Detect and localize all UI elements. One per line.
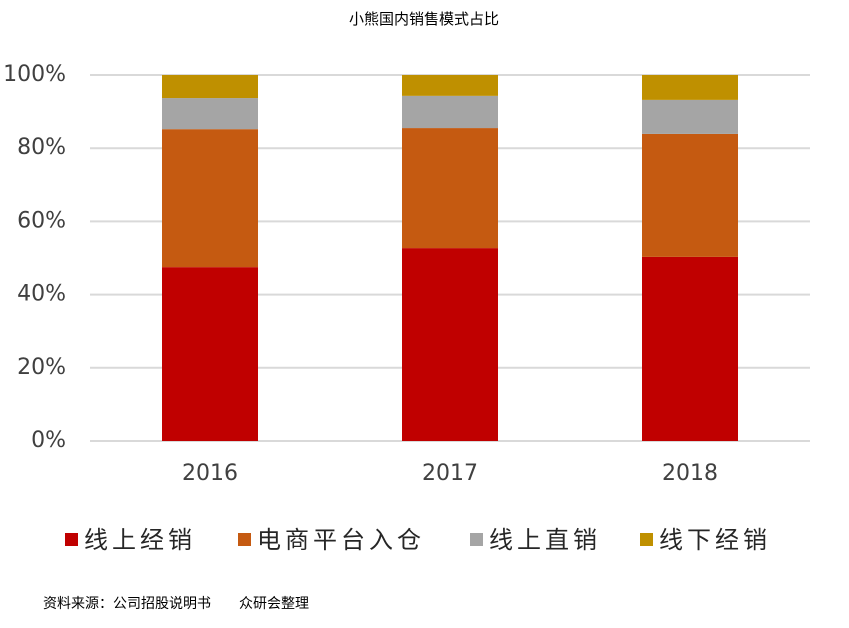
legend-swatch xyxy=(470,533,483,546)
y-tick-label: 80% xyxy=(17,135,66,160)
x-tick-label: 2017 xyxy=(422,461,478,486)
legend-label: 线下经销 xyxy=(659,526,771,554)
bar-segment xyxy=(402,95,498,129)
legend-label: 线上经销 xyxy=(84,526,196,554)
bar-segment xyxy=(642,133,738,257)
bar-segment xyxy=(402,128,498,249)
legend-label: 线上直销 xyxy=(489,526,601,554)
legend-swatch xyxy=(65,533,78,546)
bar-segment xyxy=(642,99,738,134)
legend-swatch xyxy=(640,533,653,546)
bar-segment xyxy=(162,129,258,268)
bar-segment xyxy=(642,75,738,100)
x-tick-label: 2018 xyxy=(662,461,718,486)
y-tick-label: 40% xyxy=(17,282,66,307)
legend-label: 电商平台入仓 xyxy=(257,526,425,554)
y-tick-label: 0% xyxy=(31,428,66,453)
bar-segment xyxy=(162,267,258,441)
bar-segment xyxy=(402,75,498,96)
legend-swatch xyxy=(238,533,251,546)
chart-title: 小熊国内销售模式占比 xyxy=(349,10,499,28)
y-tick-label: 20% xyxy=(17,355,66,380)
bar-segment xyxy=(162,75,258,99)
y-tick-label: 60% xyxy=(17,208,66,233)
x-tick-label: 2016 xyxy=(182,461,238,486)
source-note: 资料来源：公司招股说明书 众研会整理 xyxy=(43,596,309,612)
y-tick-label: 100% xyxy=(3,62,66,87)
bar-segment xyxy=(402,248,498,441)
bar-segment xyxy=(162,98,258,130)
bar-segment xyxy=(642,256,738,441)
